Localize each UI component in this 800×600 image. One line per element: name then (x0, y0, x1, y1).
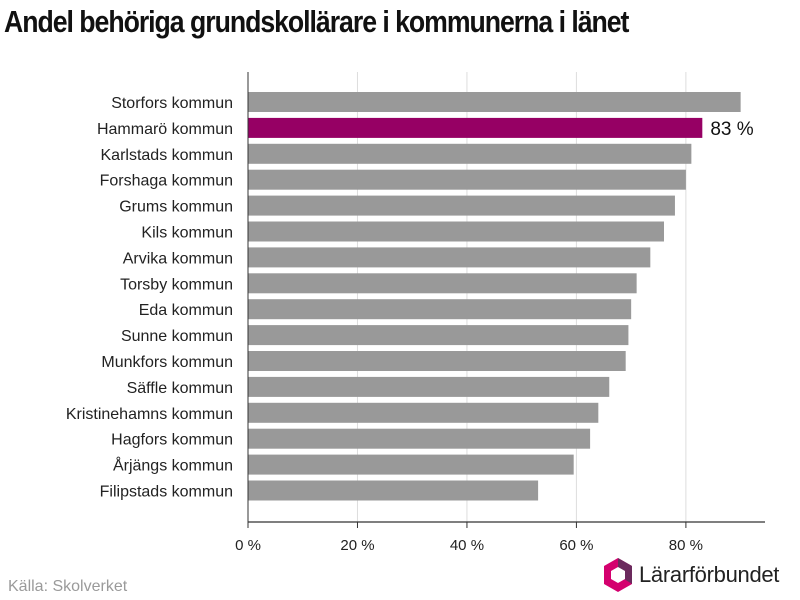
category-label: Torsby kommun (120, 276, 233, 293)
category-label: Kristinehamns kommun (66, 406, 233, 423)
category-label: Sunne kommun (121, 328, 233, 345)
category-label: Hammarö kommun (97, 121, 233, 138)
bar (248, 376, 610, 397)
category-label: Munkfors kommun (101, 354, 233, 371)
bar (248, 480, 539, 501)
bar (248, 117, 703, 138)
bar (248, 428, 591, 449)
bar (248, 195, 675, 216)
category-label: Storfors kommun (111, 95, 233, 112)
hexagon-logo-icon (604, 558, 632, 592)
data-label: 83 % (710, 119, 753, 140)
category-label: Filipstads kommun (100, 484, 233, 501)
bar (248, 143, 692, 164)
bar (248, 454, 574, 475)
chart-title: Andel behöriga grundskollärare i kommune… (4, 4, 629, 39)
category-label: Karlstads kommun (101, 147, 234, 164)
bar (248, 273, 637, 294)
category-labels: Storfors kommun Hammarö kommun Karlstads k… (66, 95, 233, 501)
category-label: Grums kommun (119, 199, 233, 216)
category-label: Årjängs kommun (113, 456, 233, 475)
category-label: Kils kommun (141, 225, 233, 242)
bar (248, 351, 626, 371)
x-tick-label: 40 % (450, 537, 484, 554)
category-label: Arvika kommun (123, 250, 233, 267)
brand-name: Lärarförbundet (639, 562, 780, 587)
bar (248, 247, 651, 268)
x-tick-label: 20 % (340, 537, 374, 554)
brand-logo: Lärarförbundet (602, 557, 779, 593)
grid-lines (356, 72, 687, 522)
x-tick-label: 60 % (559, 537, 593, 554)
bar (248, 169, 686, 190)
data-labels: 83 % (710, 119, 753, 140)
source-note: Källa: Skolverket (8, 578, 128, 595)
bar (248, 299, 632, 320)
category-label: Forshaga kommun (100, 173, 233, 190)
x-tick-label: 80 % (669, 537, 703, 554)
bar (248, 325, 629, 346)
bar (248, 92, 741, 112)
bar (248, 221, 664, 242)
category-label: Hagfors kommun (111, 432, 233, 449)
category-label: Eda kommun (139, 302, 233, 319)
bars (248, 92, 741, 501)
x-axis: 0 % 20 % 40 % 60 % 80 % (235, 72, 765, 554)
bar (248, 402, 599, 423)
category-label: Säffle kommun (127, 380, 233, 397)
x-tick-label: 0 % (235, 537, 261, 554)
